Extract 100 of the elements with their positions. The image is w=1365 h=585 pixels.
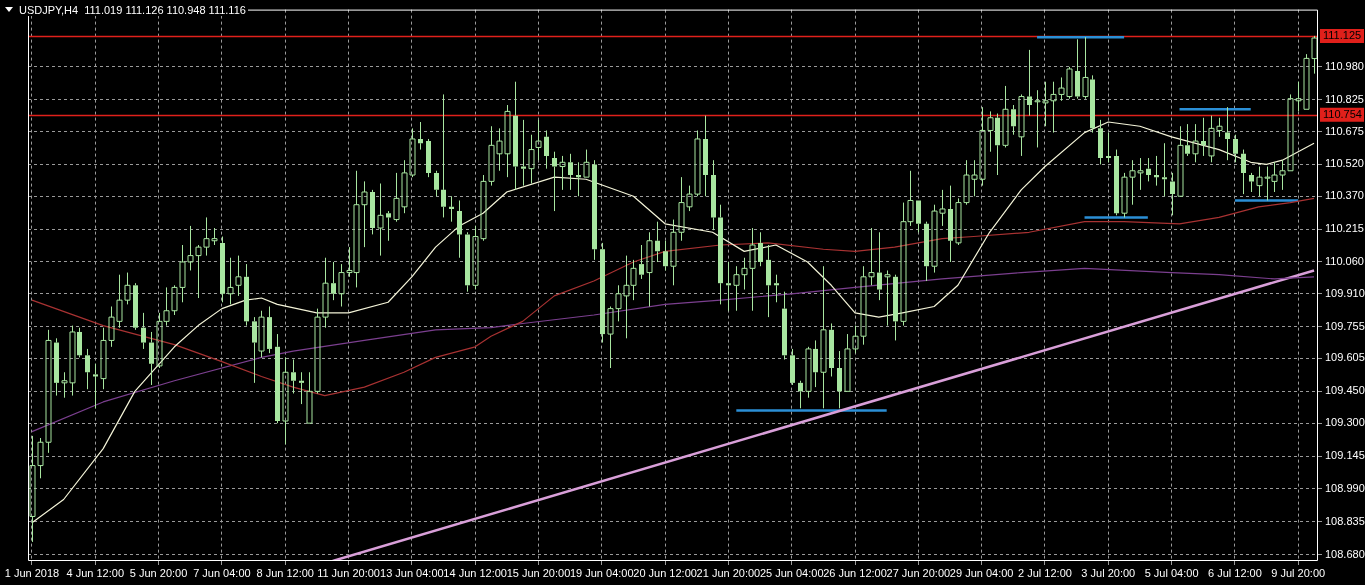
y-tick-label: 109.910 — [1325, 286, 1365, 299]
candlestick — [331, 261, 336, 301]
candlestick — [386, 210, 391, 242]
candlestick — [291, 359, 296, 394]
x-tick-label: 11 Jun 20:00 — [317, 566, 380, 579]
y-tick-label: 110.980 — [1325, 59, 1364, 72]
candlestick — [133, 282, 138, 331]
x-tick-label: 15 Jun 20:00 — [506, 566, 571, 579]
x-tick-label: 20 Jun 12:00 — [633, 566, 697, 579]
x-tick-label: 5 Jun 20:00 — [129, 566, 188, 579]
chart-title: USDJPY,H4 111.019 111.126 110.948 111.116 — [17, 4, 248, 16]
candlestick — [149, 331, 154, 386]
candlestick — [85, 348, 90, 390]
x-tick-label: 29 Jun 04:00 — [949, 566, 1014, 579]
x-tick-label: 4 Jun 12:00 — [66, 566, 125, 579]
candlestick — [220, 236, 225, 303]
ref-line-label: 110.754 — [1323, 107, 1362, 120]
candlestick — [441, 93, 446, 218]
x-tick-label: 5 Jul 04:00 — [1144, 566, 1199, 579]
y-tick-label: 110.215 — [1325, 222, 1364, 235]
candlestick — [227, 257, 234, 305]
candlestick — [1027, 49, 1032, 117]
candlestick — [93, 363, 98, 409]
x-tick-label: 7 Jun 04:00 — [193, 566, 251, 579]
candlestick — [837, 350, 842, 409]
x-tick-label: 26 Jun 12:00 — [823, 566, 887, 579]
candlestick — [1241, 149, 1246, 195]
candlestick — [948, 185, 953, 263]
candlestick — [924, 221, 929, 282]
candlestick — [1075, 38, 1080, 100]
candlestick — [726, 261, 731, 312]
candlestick — [600, 242, 605, 344]
candlestick — [1249, 172, 1254, 193]
candlestick — [552, 151, 557, 212]
candlestick — [758, 231, 763, 267]
candlestick — [521, 119, 526, 187]
candlestick — [465, 231, 470, 293]
x-tick-label: 3 Jul 20:00 — [1081, 566, 1136, 579]
candlestick — [54, 337, 59, 397]
candlestick — [426, 138, 431, 178]
candlestick — [1114, 149, 1119, 216]
x-tick-label: 9 Jul 20:00 — [1271, 566, 1326, 579]
candlestick — [655, 221, 660, 263]
y-tick-label: 110.675 — [1325, 124, 1364, 137]
candlestick — [244, 263, 249, 327]
candlestick — [798, 380, 803, 409]
y-tick-label: 110.370 — [1325, 189, 1364, 202]
candlestick — [559, 155, 566, 191]
candlestick — [449, 195, 454, 223]
ref-line-label: 111.125 — [1323, 29, 1362, 42]
y-tick-label: 110.060 — [1325, 255, 1364, 267]
candlestick — [434, 170, 439, 197]
candlestick — [275, 333, 280, 424]
candlestick — [1106, 132, 1111, 163]
y-tick-label: 108.680 — [1325, 547, 1365, 560]
candlestick — [703, 115, 708, 197]
candlestick — [639, 244, 644, 280]
x-tick-label: 25 Jun 04:00 — [759, 566, 824, 579]
candlestick — [576, 161, 581, 197]
candlestick — [893, 274, 898, 341]
y-tick-label: 110.825 — [1325, 92, 1364, 105]
candlestick — [829, 322, 834, 377]
y-tick-label: 109.450 — [1325, 384, 1365, 397]
x-tick-label: 1 Jun 2018 — [4, 566, 60, 579]
y-tick-label: 108.990 — [1325, 481, 1365, 494]
y-tick-label: 109.755 — [1325, 319, 1365, 332]
candlestick — [916, 200, 921, 233]
candlestick — [718, 204, 723, 305]
candlestick — [1201, 117, 1206, 157]
candlestick — [1098, 119, 1103, 165]
candlestick — [141, 312, 146, 350]
candlestick — [877, 231, 882, 301]
x-tick-label: 2 Jul 12:00 — [1018, 566, 1072, 579]
candlestick — [513, 81, 518, 191]
x-tick-label: 19 Jun 04:00 — [569, 566, 634, 579]
y-tick-label: 109.605 — [1325, 351, 1365, 364]
x-tick-label: 27 Jun 20:00 — [886, 566, 951, 579]
candlestick — [790, 348, 795, 386]
candlestick — [1011, 104, 1016, 136]
y-tick-label: 110.520 — [1325, 157, 1364, 170]
candlestick — [592, 159, 597, 261]
candlestick — [663, 240, 668, 271]
x-tick-label: 14 Jun 12:00 — [443, 566, 507, 579]
y-tick-label: 109.145 — [1325, 449, 1365, 462]
x-tick-label: 8 Jun 12:00 — [256, 566, 314, 579]
candlestick — [766, 244, 771, 318]
candlestick — [568, 153, 573, 191]
candlestick — [1154, 155, 1159, 187]
candlestick — [1170, 172, 1175, 216]
x-tick-label: 6 Jul 12:00 — [1207, 566, 1262, 579]
candlestick — [774, 274, 779, 303]
y-tick-label: 109.300 — [1325, 416, 1365, 429]
x-tick-label: 21 Jun 20:00 — [696, 566, 761, 579]
candlestick — [418, 121, 423, 151]
x-tick-label: 13 Jun 04:00 — [380, 566, 444, 579]
candlestick — [884, 269, 891, 327]
candlestick — [457, 199, 462, 259]
candlestick — [782, 291, 787, 361]
candlestick — [1233, 134, 1238, 163]
candlestick — [267, 306, 272, 354]
